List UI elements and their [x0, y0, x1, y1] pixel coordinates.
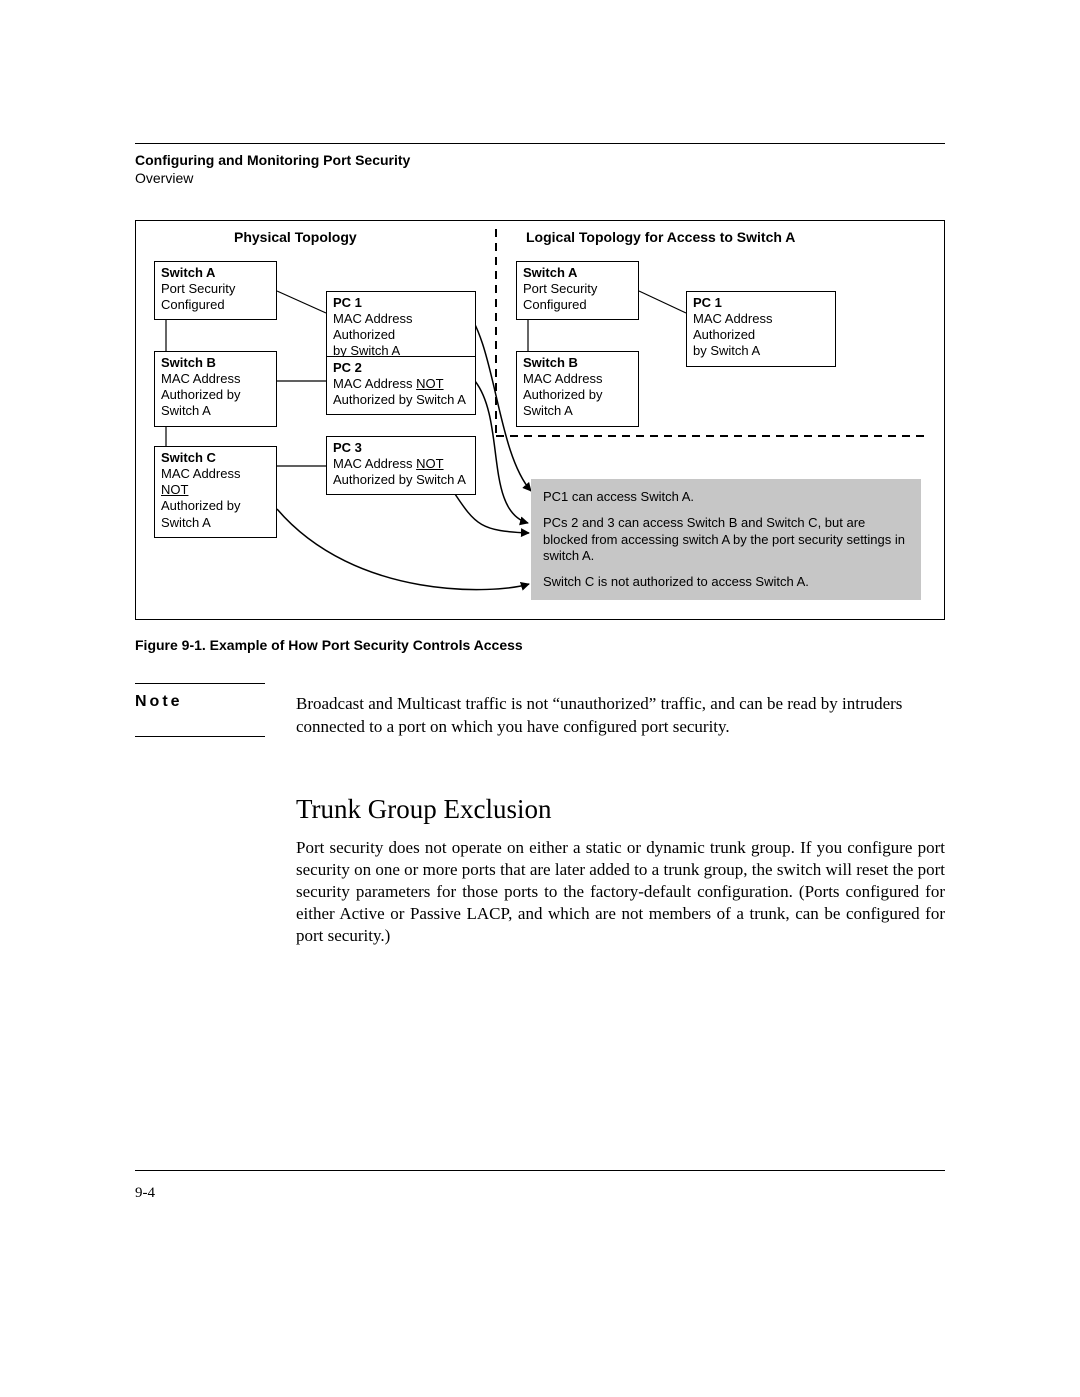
node-line: MAC Address Authorized [693, 311, 829, 344]
node-switch-a-logical: Switch A Port Security Configured [516, 261, 639, 320]
node-pc3: PC 3 MAC Address NOT Authorized by Switc… [326, 436, 476, 495]
node-pc1-logical: PC 1 MAC Address Authorized by Switch A [686, 291, 836, 367]
node-line: MAC Address [523, 371, 632, 387]
header-rule [135, 143, 945, 144]
node-title: Switch B [523, 356, 632, 371]
node-title: PC 1 [333, 296, 469, 311]
running-head-subtitle: Overview [135, 170, 193, 186]
page-number: 9-4 [135, 1185, 155, 1202]
node-switch-b-logical: Switch B MAC Address Authorized by Switc… [516, 351, 639, 427]
node-line: Configured [523, 297, 632, 313]
node-line: Authorized by [523, 387, 632, 403]
node-title: PC 2 [333, 361, 469, 376]
node-title: Switch C [161, 451, 270, 466]
node-switch-b: Switch B MAC Address Authorized by Switc… [154, 351, 277, 427]
diagram-annotation-panel: PC1 can access Switch A. PCs 2 and 3 can… [531, 479, 921, 600]
node-title: PC 1 [693, 296, 829, 311]
running-head-title: Configuring and Monitoring Port Security [135, 152, 410, 168]
node-line: Switch A [161, 515, 270, 531]
annotation-line: PC1 can access Switch A. [543, 489, 909, 505]
node-title: Switch A [161, 266, 270, 281]
diagram-header-physical: Physical Topology [234, 229, 357, 245]
node-line: Configured [161, 297, 270, 313]
page: Configuring and Monitoring Port Security… [0, 0, 1080, 1397]
note-label: Note [135, 693, 183, 711]
node-line: MAC Address NOT [333, 456, 469, 472]
section-heading: Trunk Group Exclusion [296, 794, 552, 825]
node-line: Switch A [523, 403, 632, 419]
node-line: by Switch A [693, 343, 829, 359]
annotation-line: Switch C is not authorized to access Swi… [543, 574, 909, 590]
diagram-header-logical: Logical Topology for Access to Switch A [526, 229, 795, 245]
node-line: Port Security [523, 281, 632, 297]
node-switch-c: Switch C MAC Address NOT Authorized by S… [154, 446, 277, 538]
note-body: Broadcast and Multicast traffic is not “… [296, 693, 945, 739]
node-title: PC 3 [333, 441, 469, 456]
node-line: Authorized by Switch A [333, 472, 469, 488]
node-line: Authorized by Switch A [333, 392, 469, 408]
node-line: MAC Address Authorized [333, 311, 469, 344]
node-switch-a: Switch A Port Security Configured [154, 261, 277, 320]
annotation-line: PCs 2 and 3 can access Switch B and Swit… [543, 515, 909, 564]
node-line: MAC Address NOT [161, 466, 270, 499]
node-line: Authorized by [161, 498, 270, 514]
node-title: Switch A [523, 266, 632, 281]
figure-caption: Figure 9-1. Example of How Port Security… [135, 637, 523, 653]
node-line: Port Security [161, 281, 270, 297]
node-pc2: PC 2 MAC Address NOT Authorized by Switc… [326, 356, 476, 415]
section-body: Port security does not operate on either… [296, 837, 945, 947]
note-rule-top [135, 683, 265, 684]
node-line: Switch A [161, 403, 270, 419]
node-line: Authorized by [161, 387, 270, 403]
node-title: Switch B [161, 356, 270, 371]
node-line: MAC Address [161, 371, 270, 387]
node-line: MAC Address NOT [333, 376, 469, 392]
footer-rule [135, 1170, 945, 1171]
figure-9-1-diagram: Physical Topology Logical Topology for A… [135, 220, 945, 620]
note-rule-bottom [135, 736, 265, 737]
